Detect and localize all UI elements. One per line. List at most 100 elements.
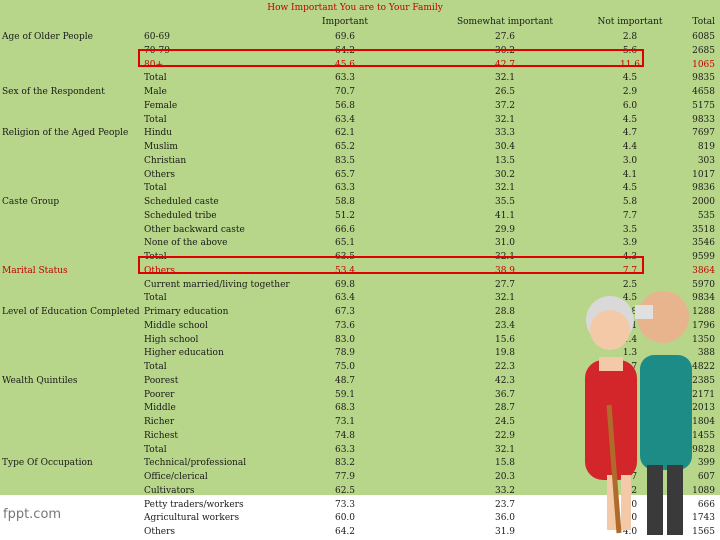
row-category-label: Total [144, 444, 167, 455]
cell-total: 1350 [692, 334, 715, 345]
cell-total: 1455 [692, 430, 715, 441]
row-category-label: Total [144, 362, 167, 372]
cell-not-important: 3.9 [622, 238, 638, 249]
row-category-label: Total [144, 114, 167, 125]
cell-somewhat-important: 33.3 [494, 128, 516, 139]
row-category-label: Total [144, 293, 167, 304]
row-group-label: Sex of the Respondent [2, 87, 105, 97]
row-category-label: Total [144, 183, 167, 194]
cell-important: 73.3 [334, 499, 356, 510]
table-row: Current married/living together 69.8 27.7 2… [0, 279, 720, 292]
cell-not-important: 1.3 [622, 348, 638, 359]
cell-important: 70.7 [334, 87, 356, 97]
cell-not-important: 2.8 [622, 32, 638, 42]
cell-important: 83.0 [334, 334, 356, 345]
footer-brand: fppt.com [3, 507, 62, 522]
header-important: Important [322, 17, 368, 27]
cell-total: 6085 [692, 32, 715, 42]
cell-important: 78.9 [334, 348, 356, 359]
cell-important: 74.8 [334, 430, 356, 441]
cell-important: 65.2 [334, 142, 356, 152]
cell-somewhat-important: 42.7 [494, 59, 516, 70]
cell-important: 66.6 [334, 224, 356, 235]
table-row: Muslim 65.2 30.4 4.4 819 [0, 141, 720, 154]
cell-somewhat-important: 24.5 [494, 417, 516, 427]
table-row: Age of Older People 60-69 69.6 27.6 2.8 6085 [0, 31, 720, 44]
row-group-label: Caste Group [2, 197, 60, 207]
cell-somewhat-important: 22.9 [494, 430, 516, 441]
row-group-label: Religion of the Aged People [2, 128, 129, 139]
row-category-label: Christian [144, 155, 187, 166]
row-group-label: Marital Status [2, 265, 68, 276]
cell-somewhat-important: 20.3 [494, 472, 516, 482]
row-category-label: Hindu [144, 128, 173, 139]
cell-total: 3546 [692, 238, 715, 249]
cell-total: 1288 [692, 307, 715, 317]
row-category-label: Richer [144, 417, 175, 427]
cell-not-important: 4.5 [622, 73, 638, 84]
footer-band [0, 495, 720, 540]
row-category-label: Current married/living together [144, 279, 290, 290]
highlight-box-marital-others [138, 256, 644, 274]
cell-important: 63.4 [334, 293, 356, 304]
cell-not-important: 1.4 [622, 334, 638, 345]
table-row: Others 65.7 30.2 4.1 1017 [0, 169, 720, 182]
row-category-label: Other backward caste [144, 224, 245, 235]
cell-important: 56.8 [334, 100, 356, 111]
row-category-label: Higher education [144, 348, 224, 359]
cell-total: 1065 [692, 59, 715, 70]
cell-somewhat-important: 15.8 [494, 458, 516, 469]
cell-important: 62.1 [334, 128, 356, 139]
cell-total: 3864 [692, 265, 715, 276]
cell-total: 9836 [692, 183, 715, 194]
row-category-label: Office/clerical [144, 472, 208, 482]
table-row: Total 63.3 32.1 4.5 9836 [0, 182, 720, 195]
cell-total: 819 [697, 142, 715, 152]
table-row: Higher education 78.9 19.8 1.3 388 [0, 347, 720, 360]
cell-total: 399 [697, 458, 715, 469]
row-category-label: Agricultural workers [144, 513, 240, 524]
cell-important: 69.6 [334, 32, 356, 42]
cell-total: 5175 [692, 100, 715, 111]
cell-total: 1565 [692, 527, 715, 537]
row-category-label: 60-69 [144, 32, 170, 42]
cell-somewhat-important: 36.7 [494, 389, 516, 400]
row-category-label: Others [144, 169, 176, 180]
row-category-label: Scheduled tribe [144, 210, 217, 221]
row-category-label: Richest [144, 430, 179, 441]
cell-total: 1089 [692, 485, 715, 496]
cell-total: 7697 [692, 128, 715, 139]
cell-not-important: 6.0 [622, 100, 638, 111]
cell-total: 9828 [692, 444, 715, 455]
table-row: None of the above 65.1 31.0 3.9 3546 [0, 237, 720, 250]
cell-not-important: 7.7 [622, 210, 638, 221]
row-category-label: Middle school [144, 320, 208, 331]
cell-important: 51.2 [334, 210, 356, 221]
row-category-label: High school [144, 334, 199, 345]
cell-total: 666 [697, 499, 715, 510]
cell-important: 45.6 [334, 59, 356, 70]
cell-total: 303 [697, 155, 715, 166]
table-row: Marital Status Others 53.4 38.9 7.7 3864 [0, 265, 720, 278]
cell-important: 68.3 [334, 403, 356, 414]
cell-important: 62.5 [334, 485, 356, 496]
cell-important: 64.2 [334, 527, 356, 537]
cell-important: 65.1 [334, 238, 356, 249]
cell-somewhat-important: 32.1 [494, 114, 516, 125]
cell-somewhat-important: 22.3 [494, 362, 516, 372]
row-category-label: Female [144, 100, 178, 111]
cell-important: 77.9 [334, 472, 356, 482]
cell-somewhat-important: 29.9 [494, 224, 516, 235]
cell-important: 83.2 [334, 458, 356, 469]
cell-total: 1017 [692, 169, 715, 180]
table-row: Total 63.3 32.1 4.5 9835 [0, 72, 720, 85]
cell-somewhat-important: 28.7 [494, 403, 516, 414]
cell-total: 1804 [692, 417, 715, 427]
cell-important: 59.1 [334, 389, 356, 400]
cell-total: 3518 [692, 224, 715, 235]
cell-important: 75.0 [334, 362, 356, 372]
cell-important: 83.5 [334, 155, 356, 166]
row-category-label: Others [144, 527, 176, 537]
cell-not-important: 4.1 [622, 169, 638, 180]
cell-total: 4658 [692, 87, 715, 97]
